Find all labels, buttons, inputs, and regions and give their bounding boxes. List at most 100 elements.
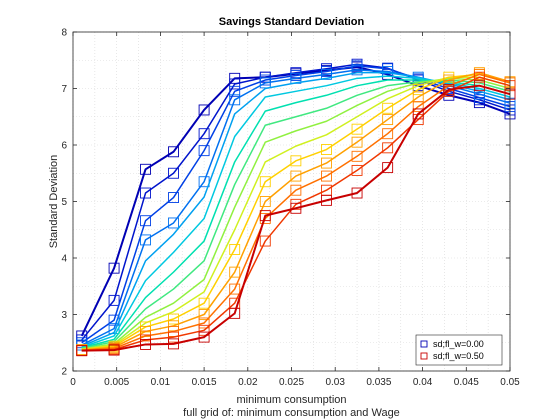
series-marker	[198, 145, 210, 157]
series-marker	[259, 176, 271, 188]
y-tick-label: 6	[61, 141, 67, 152]
series-line	[81, 76, 511, 351]
x-tick-label: 0.04	[413, 377, 433, 388]
y-tick-label: 4	[61, 254, 67, 265]
series-marker	[259, 210, 271, 222]
series-marker	[140, 234, 151, 246]
series-marker	[382, 102, 394, 114]
series-marker	[473, 71, 485, 83]
series-marker	[108, 262, 120, 274]
x-tick-label: 0.01	[151, 377, 171, 388]
series-marker	[412, 84, 424, 96]
series-marker	[351, 187, 363, 199]
y-tick-label: 8	[61, 28, 67, 39]
legend: sd;fl_w=0.00 sd;fl_w=0.50	[415, 334, 503, 366]
series-marker	[259, 196, 271, 207]
series-line	[81, 84, 511, 352]
series-10	[76, 68, 516, 355]
series-marker	[198, 331, 210, 343]
series-marker	[412, 101, 424, 113]
x-axis-sublabel: full grid of: minimum consumption and Wa…	[183, 407, 400, 419]
series-marker	[168, 331, 179, 343]
x-tick-label: 0.02	[238, 377, 258, 388]
series-marker	[198, 324, 210, 336]
series-marker	[351, 123, 363, 135]
series-marker	[229, 283, 241, 295]
series-line	[81, 76, 511, 352]
series-marker	[198, 309, 210, 320]
series-line	[81, 69, 511, 346]
y-tick-label: 7	[61, 84, 67, 95]
legend-marker	[420, 340, 428, 348]
ticks: 0 0.005 0.01 0.015 0.02 0.025 0.03 0.035 0.04 0.0…	[61, 28, 520, 389]
series-marker	[198, 104, 210, 116]
legend-box	[415, 334, 503, 366]
series-line	[81, 63, 511, 341]
series-marker	[412, 108, 424, 120]
series-marker	[229, 244, 241, 255]
series-marker	[351, 164, 363, 176]
series-marker	[229, 266, 241, 278]
series-marker	[290, 170, 302, 182]
series-line	[81, 73, 511, 351]
series-marker	[140, 215, 151, 227]
series-marker	[382, 128, 394, 140]
series-marker	[382, 114, 394, 126]
x-tick-label: 0.005	[104, 377, 129, 388]
x-tick-label: 0.035	[366, 377, 391, 388]
series-marker	[321, 194, 332, 206]
x-tick-label: 0.045	[454, 377, 479, 388]
x-tick-label: 0.03	[325, 377, 345, 388]
series-layer	[76, 58, 516, 357]
series-marker	[140, 187, 151, 199]
series-marker	[290, 155, 302, 167]
series-marker	[290, 202, 302, 214]
series-marker	[198, 128, 210, 140]
x-tick-label: 0.015	[192, 377, 217, 388]
series-marker	[443, 84, 455, 96]
x-tick-label: 0.025	[279, 377, 304, 388]
series-line	[81, 73, 511, 351]
series-marker	[229, 307, 241, 319]
series-line	[81, 71, 511, 351]
y-tick-label: 3	[61, 310, 67, 321]
series-marker	[321, 170, 332, 182]
series-marker	[351, 64, 363, 76]
series-marker	[76, 345, 88, 357]
series-marker	[382, 162, 394, 174]
series-marker	[140, 163, 151, 175]
series-marker	[229, 94, 241, 106]
series-marker	[108, 344, 120, 356]
x-axis-label: minimum consumption	[236, 394, 346, 406]
series-marker	[168, 146, 179, 158]
y-tick-label: 5	[61, 197, 67, 208]
series-marker	[168, 192, 179, 203]
legend-marker	[420, 352, 428, 360]
legend-entry: sd;fl_w=0.50	[433, 351, 484, 361]
x-tick-label: 0.05	[500, 377, 520, 388]
series-marker	[168, 338, 179, 350]
series-marker	[229, 78, 241, 90]
series-marker	[473, 80, 485, 92]
series-marker	[168, 167, 179, 179]
series-marker	[351, 150, 363, 162]
series-marker	[290, 184, 302, 196]
series-marker	[259, 235, 271, 247]
x-tick-label: 0	[70, 377, 76, 388]
chart-title: Savings Standard Deviation	[219, 16, 365, 28]
y-tick-label: 2	[61, 367, 67, 378]
series-marker	[168, 313, 179, 325]
y-axis-label: Standard Deviation	[48, 155, 60, 249]
series-marker	[229, 85, 241, 97]
series-marker	[140, 338, 151, 350]
series-marker	[108, 294, 120, 306]
series-marker	[382, 142, 394, 154]
series-9	[81, 76, 511, 351]
series-marker	[321, 157, 332, 169]
series-marker	[321, 68, 332, 80]
series-marker	[198, 317, 210, 329]
legend-entry: sd;fl_w=0.00	[433, 339, 484, 349]
series-marker	[321, 144, 332, 155]
series-marker	[168, 217, 179, 229]
